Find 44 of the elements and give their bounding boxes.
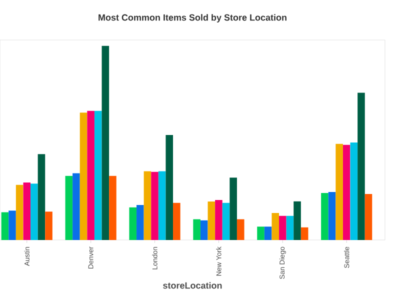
bar xyxy=(87,110,94,240)
bar xyxy=(144,171,152,240)
bar xyxy=(166,134,174,240)
bar xyxy=(193,219,200,240)
bar xyxy=(102,46,110,240)
bar xyxy=(336,144,343,240)
bar xyxy=(8,210,16,240)
bar xyxy=(358,92,365,240)
chart-title: Most Common Items Sold by Store Location xyxy=(98,14,286,22)
bar xyxy=(222,202,230,240)
bar xyxy=(200,220,208,240)
bar xyxy=(129,207,137,240)
bar xyxy=(94,110,102,240)
bar xyxy=(264,226,272,240)
bar xyxy=(72,173,80,240)
bar xyxy=(45,212,52,240)
bar xyxy=(350,142,358,240)
bar xyxy=(208,202,216,240)
bar xyxy=(294,201,301,240)
x-axis-title: storeLocation xyxy=(163,282,222,289)
bar xyxy=(23,182,31,240)
bar xyxy=(30,184,38,240)
bar xyxy=(215,200,222,240)
bar xyxy=(328,192,336,240)
bar xyxy=(38,154,46,240)
bar xyxy=(158,171,166,240)
bar xyxy=(151,172,158,240)
bar xyxy=(300,227,308,240)
bar xyxy=(286,216,294,240)
bar xyxy=(136,205,144,240)
bar xyxy=(230,178,237,240)
bar xyxy=(364,194,372,240)
bar xyxy=(109,176,116,240)
bar xyxy=(1,212,9,240)
bar xyxy=(80,112,88,240)
bar xyxy=(321,193,328,240)
bar xyxy=(16,184,24,240)
bar xyxy=(272,213,280,240)
bar xyxy=(257,226,264,240)
bar xyxy=(65,176,73,240)
bar xyxy=(173,202,180,240)
bar xyxy=(342,144,350,240)
bar xyxy=(236,219,244,240)
bar xyxy=(279,216,286,240)
